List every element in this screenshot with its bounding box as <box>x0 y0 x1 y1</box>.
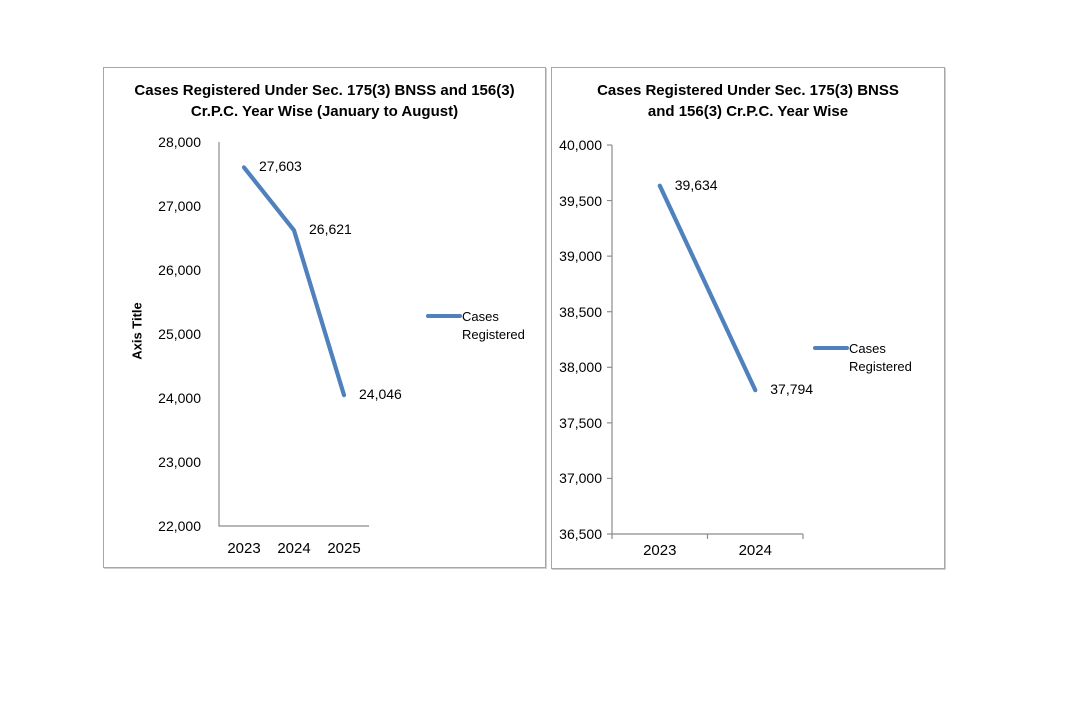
y-tick-label: 37,000 <box>559 470 602 487</box>
y-tick-label: 39,500 <box>559 192 602 209</box>
legend: Cases Registered <box>426 308 525 343</box>
y-tick-label: 36,500 <box>559 526 602 542</box>
chart-title: Cases Registered Under Sec. 175(3) BNSS … <box>552 80 944 122</box>
y-tick-label: 26,000 <box>158 262 201 278</box>
chart-title-line1: Cases Registered Under Sec. 175(3) BNSS … <box>134 82 515 99</box>
legend: Cases Registered <box>813 340 912 375</box>
series-line <box>241 165 347 398</box>
legend-label-line1: Cases <box>462 309 499 324</box>
right-chart-panel: Cases Registered Under Sec. 175(3) BNSS … <box>551 67 945 569</box>
x-axis-label: 2023 <box>227 540 261 557</box>
legend-label-line1: Cases <box>849 341 886 356</box>
y-tick-label: 38,000 <box>559 359 602 376</box>
plot-area <box>607 144 804 539</box>
y-tick-label: 37,500 <box>559 414 602 431</box>
y-tick-label: 39,000 <box>559 248 602 265</box>
legend-label-line2: Registered <box>849 358 912 374</box>
data-label: 37,794 <box>770 381 814 398</box>
y-tick-label: 25,000 <box>158 326 201 342</box>
x-axis-label: 2024 <box>277 540 311 557</box>
data-label: 39,634 <box>674 176 718 193</box>
y-tick-label: 24,000 <box>158 390 201 406</box>
y-tick-label: 28,000 <box>158 134 201 150</box>
chart-title: Cases Registered Under Sec. 175(3) BNSS … <box>104 80 545 122</box>
axis-line <box>218 142 369 527</box>
chart-title-line1: Cases Registered Under Sec. 175(3) BNSS <box>597 82 899 99</box>
legend-label: Cases Registered <box>462 308 525 343</box>
y-tick-label: 40,000 <box>559 137 602 153</box>
y-tick-label: 22,000 <box>158 518 201 534</box>
x-axis-label: 2023 <box>643 542 677 559</box>
axis-line <box>611 145 803 535</box>
plot-area <box>218 142 369 527</box>
chart-title-line2: and 156(3) Cr.P.C. Year Wise <box>647 103 849 120</box>
left-chart-panel: Cases Registered Under Sec. 175(3) BNSS … <box>103 67 546 568</box>
data-label: 26,621 <box>309 221 352 238</box>
chart-title-line2: Cr.P.C. Year Wise (January to August) <box>190 103 459 120</box>
y-tick-label: 27,000 <box>158 198 201 214</box>
legend-label-line2: Registered <box>462 326 525 342</box>
data-label: 24,046 <box>359 386 402 403</box>
y-tick-label: 38,500 <box>559 303 602 320</box>
legend-label: Cases Registered <box>849 340 912 375</box>
y-tick-label: 23,000 <box>158 454 201 470</box>
series-line <box>657 183 758 393</box>
data-label: 27,603 <box>259 158 302 175</box>
legend-line-marker <box>813 346 849 350</box>
x-axis-label: 2024 <box>738 542 772 559</box>
legend-line-marker <box>426 314 462 318</box>
x-axis-label: 2025 <box>327 540 361 557</box>
